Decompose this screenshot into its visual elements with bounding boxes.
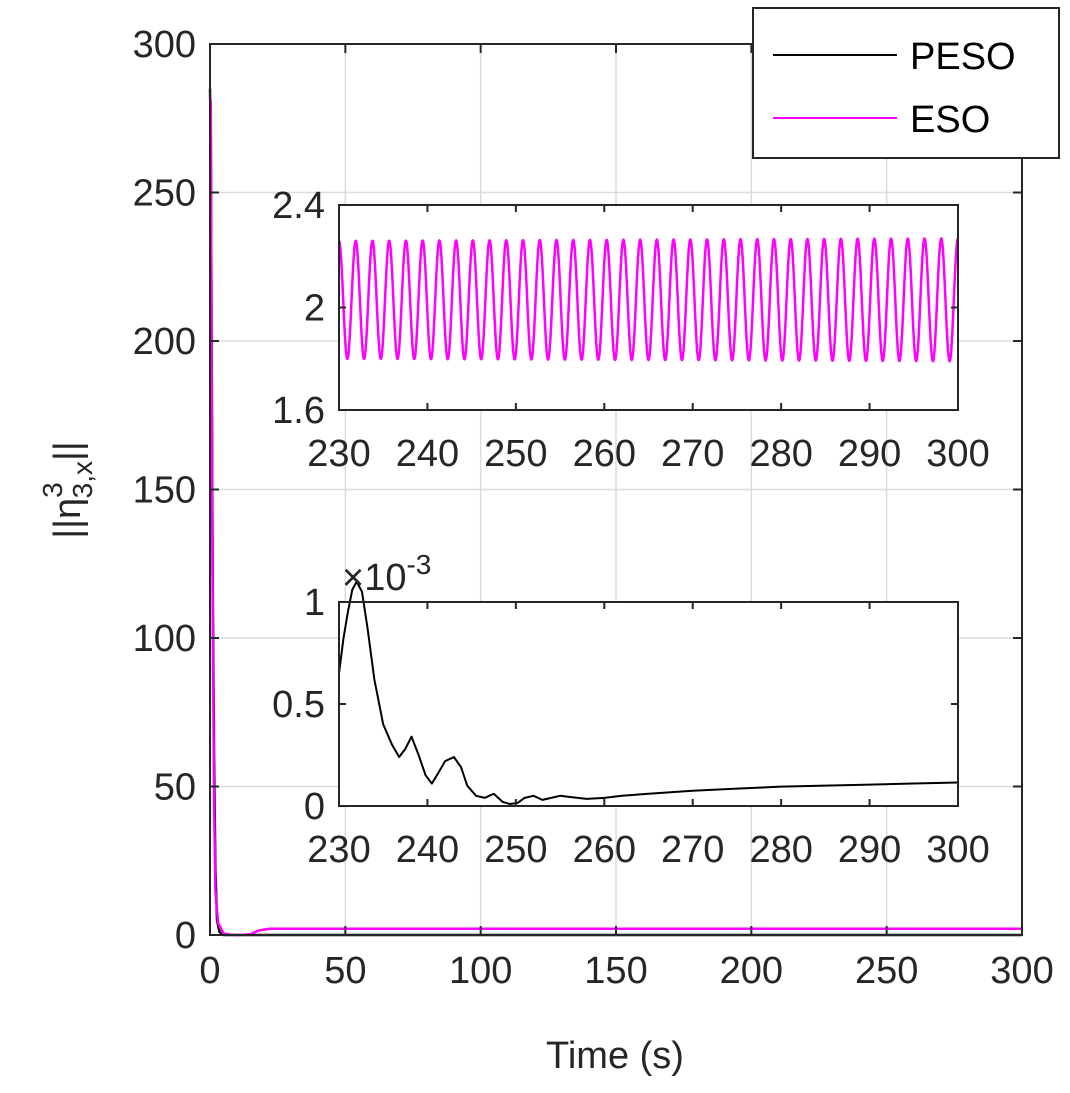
inset-eso-xtick-label: 260 <box>573 433 636 475</box>
inset-eso-xtick-label: 300 <box>926 433 989 475</box>
main-ytick-label: 150 <box>133 470 196 512</box>
main-xtick-label: 300 <box>990 950 1053 992</box>
inset-peso-series-peso <box>338 580 959 805</box>
inset-peso-xtick-label: 290 <box>838 829 901 871</box>
legend: PESO ESO <box>752 7 1060 159</box>
legend-label-peso: PESO <box>910 36 1016 78</box>
main-ytick-label: 250 <box>133 173 196 215</box>
inset-eso-background <box>339 205 958 410</box>
y-axis-label-sub: 3,x <box>67 461 98 498</box>
inset-peso-xtick-label: 280 <box>749 829 812 871</box>
inset-eso-xtick-label: 290 <box>838 433 901 475</box>
inset-peso-xtick-label: 230 <box>307 829 370 871</box>
main-ytick-label: 50 <box>154 767 196 809</box>
inset-peso-xtick-label: 270 <box>661 829 724 871</box>
inset-peso-xtick-label: 250 <box>484 829 547 871</box>
y-axis-label-end: || <box>47 441 89 461</box>
inset-eso-xtick-label: 280 <box>749 433 812 475</box>
inset-peso-xtick-label: 240 <box>396 829 459 871</box>
main-xtick-label: 100 <box>449 950 512 992</box>
legend-box <box>752 7 1060 159</box>
inset-peso-ytick-label: 0.5 <box>272 684 325 726</box>
main-ytick-label: 200 <box>133 321 196 363</box>
inset-peso-ytick-label: 1 <box>304 582 325 624</box>
inset-eso-xtick-label: 240 <box>396 433 459 475</box>
inset-eso-xtick-label: 270 <box>661 433 724 475</box>
inset-peso-plot: 230 240 250 260 270 280 290 300 0 0.5 1 <box>272 580 990 871</box>
inset-peso-exponent-base: ×10 <box>342 557 406 599</box>
inset-eso-plot: 230 240 250 260 270 280 290 300 1.6 2 2.4 <box>272 185 990 475</box>
inset-eso-xtick-label: 230 <box>307 433 370 475</box>
main-ytick-label: 300 <box>133 24 196 66</box>
inset-peso-background <box>339 602 958 806</box>
main-ytick-label: 0 <box>175 915 196 957</box>
inset-eso-xtick-label: 250 <box>484 433 547 475</box>
y-axis-label: ||η33,x|| <box>37 441 98 539</box>
inset-peso-ytick-label: 0 <box>304 786 325 828</box>
main-xtick-label: 0 <box>199 950 220 992</box>
main-xtick-label: 50 <box>324 950 366 992</box>
legend-label-eso: ESO <box>910 99 990 141</box>
main-ytick-label: 100 <box>133 618 196 660</box>
main-xtick-label: 200 <box>720 950 783 992</box>
inset-peso-xtick-label: 300 <box>926 829 989 871</box>
x-axis-label: Time (s) <box>546 1035 684 1077</box>
inset-peso-xtick-label: 260 <box>573 829 636 871</box>
inset-eso-ytick-label: 1.6 <box>272 390 325 432</box>
inset-peso-exponent-label: ×10-3 <box>342 549 431 599</box>
main-xtick-label: 250 <box>855 950 918 992</box>
main-xtick-label: 150 <box>584 950 647 992</box>
y-axis-label-sup: 3 <box>37 482 68 498</box>
y-axis-label-base: ||η <box>47 498 89 539</box>
inset-eso-ytick-label: 2.4 <box>272 185 325 227</box>
inset-peso-exponent-power: -3 <box>406 549 431 580</box>
inset-eso-series-eso <box>337 237 960 363</box>
main-series-eso <box>208 94 1022 937</box>
inset-eso-ytick-label: 2 <box>304 288 325 330</box>
